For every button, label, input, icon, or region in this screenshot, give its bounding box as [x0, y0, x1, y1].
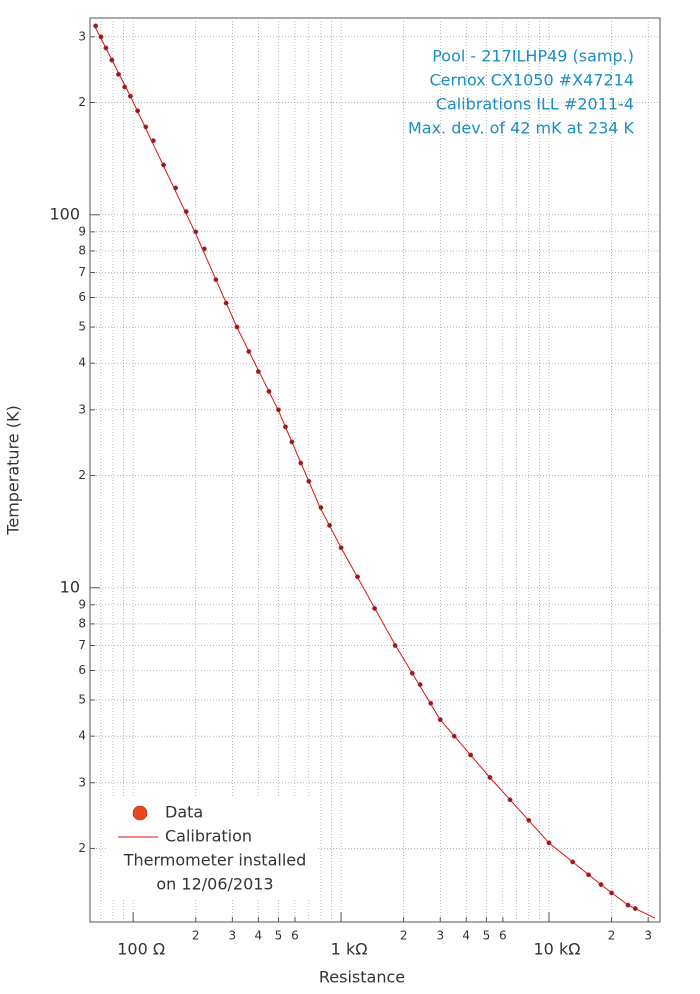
data-point [586, 872, 591, 878]
data-point [98, 34, 104, 40]
data-point [372, 606, 378, 611]
y-tick-label: 2 [78, 468, 86, 482]
x-tick-label: 3 [229, 929, 237, 943]
data-point [116, 71, 121, 77]
data-point [282, 424, 288, 430]
data-point [213, 277, 219, 283]
y-tick-label: 100 [49, 204, 80, 223]
data-point [266, 388, 272, 394]
data-point [355, 574, 360, 580]
data-point [546, 840, 552, 846]
data-point [468, 752, 474, 758]
data-point [327, 522, 332, 528]
data-point [428, 700, 434, 706]
plot-frame [89, 17, 661, 923]
y-tick-label: 3 [78, 29, 86, 43]
y-tick-label: 7 [78, 638, 86, 652]
annotation: Pool - 217ILHP49 (samp.) [432, 47, 634, 66]
data-point [193, 229, 199, 235]
legend-marker [132, 805, 148, 821]
data-point [306, 478, 312, 484]
data-point [570, 859, 576, 865]
legend-label: Data [165, 803, 203, 822]
data-point [150, 138, 156, 144]
data-point [507, 797, 513, 803]
data-point [143, 124, 149, 130]
data-point [409, 670, 415, 676]
data-point [318, 505, 324, 511]
data-point [109, 57, 115, 63]
data-point [289, 439, 295, 445]
y-tick-label: 10 [60, 577, 80, 596]
data-point [201, 246, 207, 252]
y-tick-label: 5 [78, 320, 86, 334]
y-tick-label: 7 [78, 265, 86, 279]
data-point [487, 775, 493, 780]
annotation: Calibrations ILL #2011-4 [436, 95, 634, 114]
y-tick-label: 6 [78, 663, 86, 677]
data-point [246, 349, 252, 354]
data-point [417, 682, 423, 688]
x-tick-label: 4 [255, 929, 263, 943]
calibration-line [93, 25, 656, 919]
data-point [598, 882, 604, 888]
annotation: Cernox CX1050 #X47214 [429, 71, 634, 90]
data-point [298, 460, 304, 466]
y-tick-label: 4 [78, 729, 86, 743]
data-point [122, 84, 128, 90]
x-tick-label: 10 kΩ [534, 940, 581, 959]
y-tick-label: 9 [78, 224, 86, 238]
x-axis-label: Resistance [319, 968, 405, 987]
x-tick-label: 2 [192, 929, 200, 943]
y-tick-label: 3 [78, 402, 86, 416]
x-tick-label: 3 [436, 929, 444, 943]
y-axis-label: Temperature (K) [4, 405, 23, 535]
x-tick-label: 2 [400, 929, 408, 943]
data-point [276, 407, 281, 413]
y-tick-label: 2 [78, 95, 86, 109]
x-tick-label: 4 [462, 929, 470, 943]
data-point [625, 902, 631, 908]
x-tick-label: 1 kΩ [331, 940, 368, 959]
data-point [609, 890, 615, 896]
y-tick-label: 3 [78, 775, 86, 789]
data-point [526, 817, 532, 823]
data-point [103, 45, 109, 51]
data-point [161, 162, 166, 168]
legend-note: on 12/06/2013 [156, 875, 273, 894]
data-point [392, 643, 398, 648]
y-tick-label: 8 [78, 616, 86, 630]
x-tick-label: 3 [644, 929, 652, 943]
x-tick-label: 5 [483, 929, 491, 943]
x-tick-label: 2 [608, 929, 616, 943]
x-tick-label: 100 Ω [117, 940, 165, 959]
data-point [338, 545, 344, 551]
y-tick-label: 8 [78, 243, 86, 257]
y-tick-label: 9 [78, 597, 86, 611]
data-point [93, 23, 99, 29]
x-tick-label: 6 [291, 929, 299, 943]
data-point [173, 185, 179, 191]
legend-label: Calibration [165, 827, 252, 846]
annotation: Max. dev. of 42 mK at 234 K [408, 119, 635, 138]
y-tick-label: 4 [78, 356, 86, 370]
data-point [632, 906, 638, 911]
data-point [127, 93, 133, 99]
data-point [223, 300, 229, 306]
x-tick-label: 5 [275, 929, 283, 943]
x-tick-label: 6 [499, 929, 507, 943]
data-point [234, 324, 240, 330]
y-tick-label: 6 [78, 290, 86, 304]
data-point [451, 733, 457, 739]
data-point [437, 717, 443, 723]
data-point [255, 369, 261, 374]
legend-note: Thermometer installed [123, 851, 307, 870]
y-tick-label: 2 [78, 841, 86, 855]
data-point [135, 108, 141, 114]
data-point [183, 209, 189, 215]
y-tick-label: 5 [78, 693, 86, 707]
